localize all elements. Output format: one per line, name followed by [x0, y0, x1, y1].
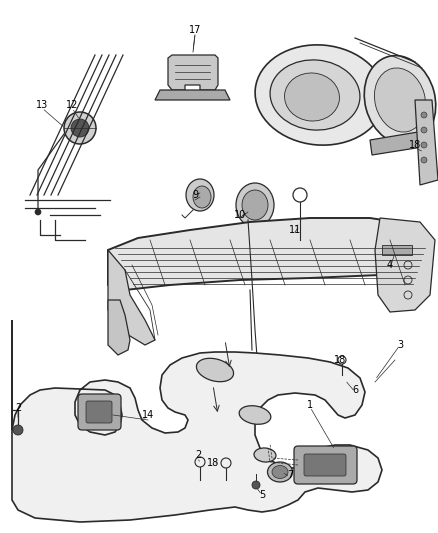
Ellipse shape	[254, 448, 276, 462]
Ellipse shape	[270, 60, 360, 130]
Text: 7: 7	[287, 470, 293, 480]
FancyBboxPatch shape	[304, 454, 346, 476]
Polygon shape	[108, 218, 430, 290]
Polygon shape	[415, 100, 438, 185]
Text: 6: 6	[352, 385, 358, 395]
Text: 10: 10	[234, 210, 246, 220]
FancyBboxPatch shape	[86, 401, 112, 423]
Ellipse shape	[272, 465, 288, 479]
Ellipse shape	[374, 68, 426, 132]
Circle shape	[71, 119, 89, 137]
Circle shape	[421, 127, 427, 133]
Polygon shape	[155, 90, 230, 100]
Ellipse shape	[239, 406, 271, 424]
Polygon shape	[12, 320, 382, 522]
Ellipse shape	[236, 183, 274, 227]
Circle shape	[421, 157, 427, 163]
Text: 1: 1	[307, 400, 313, 410]
Ellipse shape	[196, 358, 233, 382]
Polygon shape	[382, 245, 412, 255]
Circle shape	[35, 209, 41, 215]
Text: 18: 18	[409, 140, 421, 150]
Text: 3: 3	[397, 340, 403, 350]
Text: 18: 18	[334, 355, 346, 365]
Circle shape	[13, 425, 23, 435]
Ellipse shape	[255, 45, 385, 145]
Polygon shape	[370, 130, 435, 155]
Circle shape	[297, 239, 304, 246]
Polygon shape	[108, 300, 130, 355]
Text: 14: 14	[142, 410, 154, 420]
Text: 18: 18	[207, 458, 219, 468]
Text: 12: 12	[66, 100, 78, 110]
Text: 2: 2	[195, 450, 201, 460]
Text: 2: 2	[15, 403, 21, 413]
Text: 11: 11	[289, 225, 301, 235]
Circle shape	[421, 112, 427, 118]
Text: 13: 13	[36, 100, 48, 110]
Ellipse shape	[186, 179, 214, 211]
Ellipse shape	[364, 55, 436, 144]
Polygon shape	[375, 218, 435, 312]
Circle shape	[252, 481, 260, 489]
FancyBboxPatch shape	[294, 446, 357, 484]
Polygon shape	[108, 250, 155, 345]
Polygon shape	[168, 55, 218, 90]
Ellipse shape	[268, 462, 293, 482]
Ellipse shape	[193, 186, 211, 208]
Ellipse shape	[285, 73, 339, 121]
Circle shape	[421, 142, 427, 148]
FancyBboxPatch shape	[78, 394, 121, 430]
Circle shape	[64, 112, 96, 144]
Text: 5: 5	[259, 490, 265, 500]
Text: 4: 4	[387, 260, 393, 270]
Ellipse shape	[242, 190, 268, 220]
Text: 9: 9	[192, 190, 198, 200]
Text: 17: 17	[189, 25, 201, 35]
